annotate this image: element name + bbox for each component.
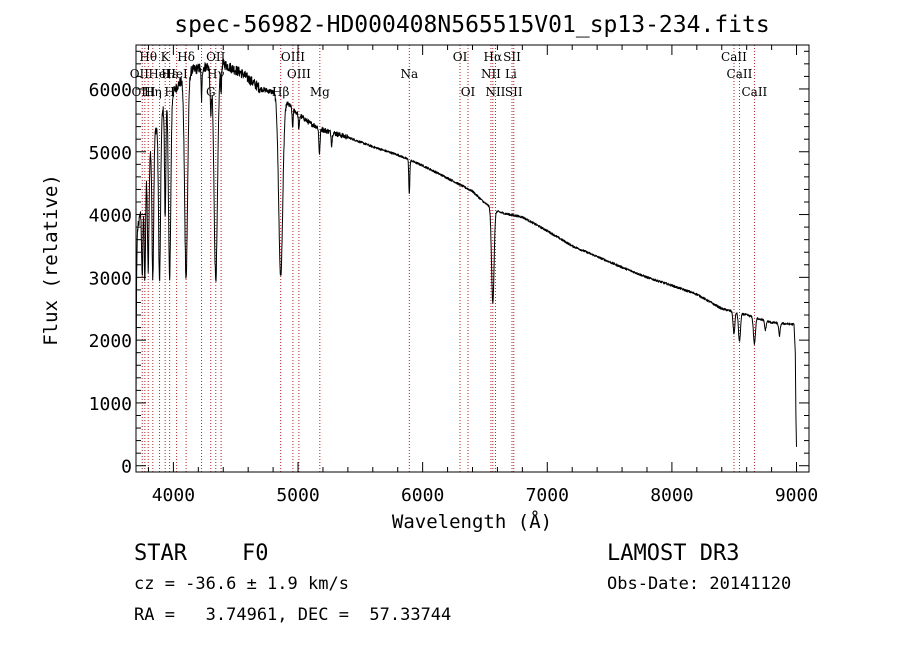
ra-dec: RA = 3.74961, DEC = 57.33744 bbox=[134, 605, 451, 625]
line-label: NII bbox=[481, 67, 501, 81]
obs-date: Obs-Date: 20141120 bbox=[607, 574, 791, 594]
plot-frame bbox=[135, 44, 810, 473]
line-label: OI bbox=[453, 50, 468, 64]
line-label: Hη bbox=[144, 85, 162, 99]
line-label: G bbox=[206, 85, 216, 99]
line-label: H bbox=[164, 85, 174, 99]
line-label: Mg bbox=[310, 85, 330, 99]
line-label: SII bbox=[503, 50, 521, 64]
line-label: CaII bbox=[741, 85, 767, 99]
y-tick-label: 3000 bbox=[89, 268, 132, 289]
x-tick-label: 5000 bbox=[276, 485, 319, 506]
y-tick-label: 5000 bbox=[89, 143, 132, 164]
line-label: OIII bbox=[281, 50, 305, 64]
y-axis: 0 1000 2000 3000 4000 5000 6000 bbox=[89, 50, 809, 478]
line-label: Hβ bbox=[272, 85, 289, 99]
line-label: SII bbox=[505, 85, 523, 99]
x-tick-label: 6000 bbox=[401, 485, 444, 506]
spectrum-line bbox=[135, 58, 797, 447]
x-axis: 4000 5000 6000 7000 8000 9000 bbox=[147, 45, 818, 506]
x-tick-label: 9000 bbox=[775, 485, 818, 506]
line-label: Li bbox=[505, 67, 517, 81]
object-type: STAR bbox=[134, 541, 188, 566]
line-label: OI bbox=[461, 85, 476, 99]
line-label: NII bbox=[485, 85, 505, 99]
x-axis-label: Wavelength (Å) bbox=[392, 510, 552, 533]
x-tick-label: 7000 bbox=[526, 485, 569, 506]
y-tick-label: 4000 bbox=[89, 206, 132, 227]
x-tick-label: 8000 bbox=[650, 485, 693, 506]
spectral-subclass: F0 bbox=[242, 541, 269, 566]
line-label: OIII bbox=[287, 67, 311, 81]
line-label: Hθ bbox=[139, 50, 157, 64]
line-label: Hα bbox=[484, 50, 503, 64]
redshift-cz: cz = -36.6 ± 1.9 km/s bbox=[134, 574, 349, 594]
survey-name: LAMOST DR3 bbox=[607, 541, 739, 566]
line-label: HeI bbox=[165, 67, 188, 81]
line-label: CaII bbox=[727, 67, 753, 81]
y-tick-label: 2000 bbox=[89, 331, 132, 352]
line-label: HeI bbox=[148, 67, 171, 81]
line-label: OII bbox=[206, 50, 226, 64]
line-label: Na bbox=[400, 67, 418, 81]
chart-title: spec-56982-HD000408N565515V01_sp13-234.f… bbox=[174, 12, 769, 38]
y-tick-label: 6000 bbox=[89, 80, 132, 101]
y-tick-label: 1000 bbox=[89, 394, 132, 415]
line-label: Hδ bbox=[177, 50, 195, 64]
line-label: Hε bbox=[161, 67, 178, 81]
line-label: CaII bbox=[721, 50, 747, 64]
line-label: OII bbox=[130, 67, 150, 81]
y-tick-label: 0 bbox=[121, 457, 132, 478]
y-axis-label: Flux (relative) bbox=[40, 174, 62, 346]
line-label: K bbox=[161, 50, 171, 64]
x-tick-label: 4000 bbox=[152, 485, 195, 506]
line-markers bbox=[141, 45, 755, 472]
